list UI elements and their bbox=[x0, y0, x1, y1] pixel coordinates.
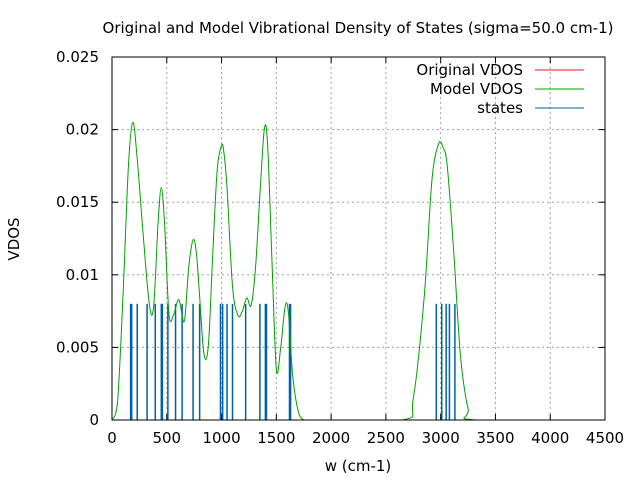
x-tick-label: 1000 bbox=[202, 429, 240, 447]
axis-ticks: 0 500 1000 1500 2000 2500 3000 3500 4000 4500 0 0.0… bbox=[56, 48, 624, 447]
x-tick-label: 3000 bbox=[422, 429, 460, 447]
plot-area bbox=[111, 121, 605, 421]
y-tick-label: 0.02 bbox=[66, 121, 99, 139]
y-tick-label: 0.01 bbox=[66, 266, 99, 284]
y-axis-title: VDOS bbox=[5, 217, 23, 260]
plot-frame bbox=[111, 56, 606, 421]
legend-label: Model VDOS bbox=[430, 80, 523, 98]
legend-label: states bbox=[477, 99, 523, 117]
chart-title: Original and Model Vibrational Density o… bbox=[103, 19, 614, 37]
x-tick-label: 2000 bbox=[312, 429, 350, 447]
x-tick-label: 3500 bbox=[476, 429, 514, 447]
y-tick-label: 0.025 bbox=[56, 48, 99, 66]
x-tick-label: 2500 bbox=[367, 429, 405, 447]
x-tick-label: 0 bbox=[107, 429, 117, 447]
x-tick-label: 1500 bbox=[257, 429, 295, 447]
series-line bbox=[111, 121, 605, 421]
y-tick-label: 0 bbox=[89, 411, 99, 429]
x-axis-title: w (cm-1) bbox=[325, 457, 392, 475]
x-tick-label: 500 bbox=[152, 429, 181, 447]
y-tick-label: 0.015 bbox=[56, 193, 99, 211]
legend-label: Original VDOS bbox=[416, 61, 523, 79]
y-tick-label: 0.005 bbox=[56, 338, 99, 356]
x-tick-label: 4000 bbox=[531, 429, 569, 447]
x-tick-label: 4500 bbox=[586, 429, 624, 447]
grid bbox=[112, 57, 605, 420]
